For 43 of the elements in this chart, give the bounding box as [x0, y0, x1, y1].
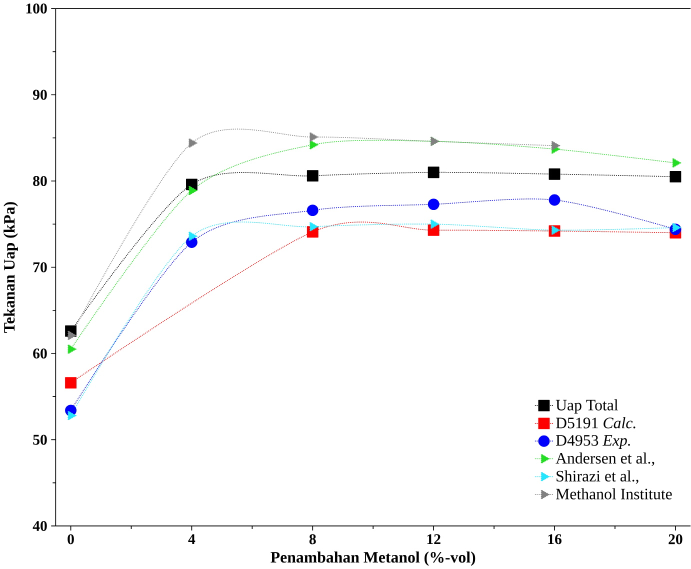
- y-axis-title: Tekanan Uap (kPa): [4, 202, 18, 333]
- point: [672, 222, 682, 232]
- point: [428, 198, 440, 210]
- x-tick-label: 8: [309, 534, 316, 544]
- x-tick-label: 20: [668, 534, 682, 544]
- point: [306, 204, 318, 216]
- point: [310, 132, 318, 142]
- x-tick-label: 16: [548, 534, 562, 544]
- x-tick-label: 4: [188, 534, 196, 544]
- legend-label: Shirazi et al.,: [556, 470, 638, 484]
- legend-label: Andersen et al.,: [556, 452, 654, 466]
- y-tick-label: 40: [32, 520, 47, 531]
- point: [68, 410, 76, 420]
- y-tick-label: 80: [33, 176, 47, 186]
- y-tick-label: 60: [33, 348, 47, 358]
- point: [548, 194, 560, 206]
- point: [670, 170, 682, 182]
- legend-label: Uap Total: [556, 399, 618, 414]
- x-axis-title: Penambahan Metanol (%-vol): [270, 551, 476, 566]
- point: [548, 168, 560, 180]
- y-tick-label: 90: [32, 90, 47, 100]
- y-tick-label: 50: [33, 434, 47, 445]
- point: [551, 224, 560, 235]
- y-tick-label: 70: [33, 262, 47, 272]
- y-tick-label: 100: [26, 3, 47, 14]
- point: [672, 158, 682, 168]
- point: [551, 140, 560, 150]
- point: [188, 185, 198, 196]
- x-tick-label: 0: [68, 534, 74, 544]
- point: [428, 166, 440, 178]
- point: [306, 170, 318, 182]
- x-tick-label: 12: [427, 534, 440, 544]
- point: [430, 218, 440, 229]
- point: [65, 376, 76, 388]
- legend-label: D4953 Exp.: [556, 434, 630, 449]
- point: [68, 330, 76, 340]
- legend-label: D5191 Calc.: [556, 416, 636, 428]
- point: [310, 222, 318, 232]
- point: [310, 140, 318, 150]
- point: [188, 230, 198, 242]
- point: [68, 344, 76, 354]
- point: [188, 138, 198, 148]
- legend-label: Methanol Institute: [556, 488, 672, 500]
